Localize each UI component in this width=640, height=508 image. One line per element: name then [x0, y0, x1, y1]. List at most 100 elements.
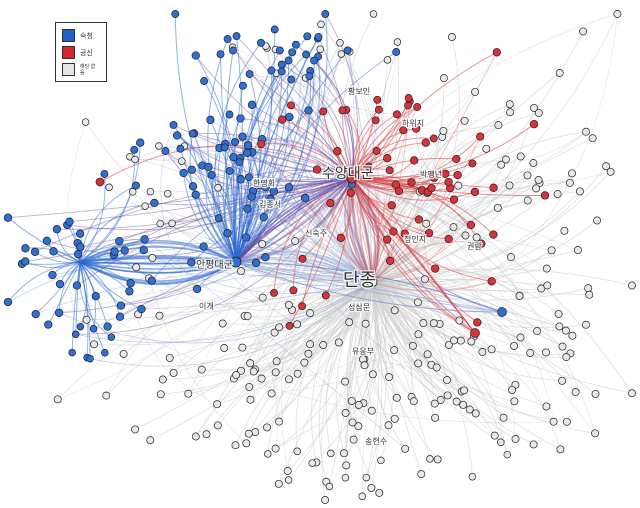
node-226 [81, 118, 90, 126]
edge-306 [288, 281, 373, 481]
edge-689 [497, 180, 570, 209]
node-277 [21, 257, 30, 266]
node-201 [82, 315, 91, 324]
edge-671 [235, 250, 373, 283]
node-193 [231, 441, 240, 450]
edge-49 [351, 177, 554, 422]
edge-508 [234, 137, 353, 179]
edge-359 [7, 261, 81, 303]
edge-383 [212, 147, 237, 263]
edge-611 [341, 110, 353, 179]
legend-item-purged: 숙청 [62, 29, 93, 42]
edge-677 [351, 177, 476, 334]
node-427 [449, 195, 459, 204]
edge-664 [235, 261, 373, 283]
legend-item-none: 해당 없음 [62, 63, 98, 76]
edge-642 [79, 261, 237, 282]
node-383 [101, 348, 109, 357]
node-112 [499, 413, 508, 422]
node-326 [199, 242, 208, 251]
edge-273 [371, 41, 399, 283]
node-262 [150, 198, 159, 208]
node-431 [319, 107, 328, 116]
node-81 [510, 397, 519, 406]
edge-218 [371, 249, 552, 291]
node-150 [530, 103, 538, 112]
node-454 [95, 177, 105, 187]
node-429 [444, 177, 453, 187]
node-443 [338, 106, 347, 115]
node-242 [327, 449, 335, 458]
edge-layer [7, 13, 633, 501]
node-353 [310, 56, 319, 65]
node-178 [547, 246, 556, 255]
node-121 [454, 181, 463, 190]
node-108 [455, 316, 464, 325]
node-34 [433, 455, 442, 464]
edge-571 [282, 119, 353, 179]
node-234 [141, 202, 149, 210]
legend: 숙청 공신 해당 없음 [55, 22, 107, 82]
node-395 [466, 220, 476, 230]
edge-140 [249, 281, 373, 388]
node-199 [243, 312, 252, 321]
node-367 [235, 158, 244, 167]
node-0 [367, 483, 376, 492]
edge-480 [309, 70, 354, 179]
legend-label-purged: 숙청 [80, 31, 93, 40]
node-339 [392, 48, 401, 56]
edge-215 [371, 230, 565, 285]
node-445 [404, 94, 413, 102]
node-385 [86, 354, 94, 363]
legend-item-merit: 공신 [62, 46, 93, 59]
node-411 [278, 115, 287, 124]
node-49 [275, 323, 284, 332]
node-356 [287, 75, 296, 84]
node-1 [591, 429, 600, 438]
edge-699 [260, 53, 342, 186]
edge-503 [211, 174, 353, 186]
node-393 [424, 228, 434, 238]
node-13 [258, 293, 267, 302]
node-319 [238, 132, 247, 141]
node-315 [241, 233, 251, 242]
node-51 [347, 396, 356, 405]
node-370 [231, 137, 240, 146]
edge-378 [225, 143, 353, 179]
node-71 [526, 349, 535, 357]
node-91 [349, 435, 358, 444]
node-272 [73, 250, 83, 259]
node-266 [125, 287, 134, 296]
edge-637 [79, 246, 237, 263]
node-238 [131, 155, 139, 164]
node-447 [399, 126, 408, 135]
edge-678 [235, 261, 503, 313]
node-110 [571, 388, 580, 397]
node-179 [515, 291, 524, 300]
node-19 [340, 449, 348, 458]
edge-568 [371, 52, 498, 283]
edge-646 [235, 177, 353, 263]
edge-439 [183, 172, 237, 263]
edge-657 [351, 177, 377, 283]
edge-679 [235, 261, 503, 313]
edge-119 [254, 281, 373, 433]
edge-651 [235, 177, 353, 263]
edge-721 [250, 323, 366, 400]
label-layer: 단종 수양대군 안평대군 한명회 김종서 황보인 정인지 박팽년 성삼문 유응부… [195, 85, 484, 448]
node-206 [213, 400, 222, 409]
node-55 [319, 341, 328, 349]
node-321 [247, 100, 257, 109]
node-372 [169, 120, 178, 129]
node-350 [257, 38, 265, 47]
node-192 [158, 375, 167, 384]
edge-374 [69, 177, 353, 223]
node-228 [146, 187, 155, 196]
node-53 [558, 376, 567, 385]
node-164 [573, 246, 582, 255]
edge-442 [265, 170, 353, 188]
node-77 [258, 239, 267, 248]
edge-594 [371, 181, 450, 283]
edge-376 [76, 177, 353, 286]
node-285 [137, 304, 146, 314]
